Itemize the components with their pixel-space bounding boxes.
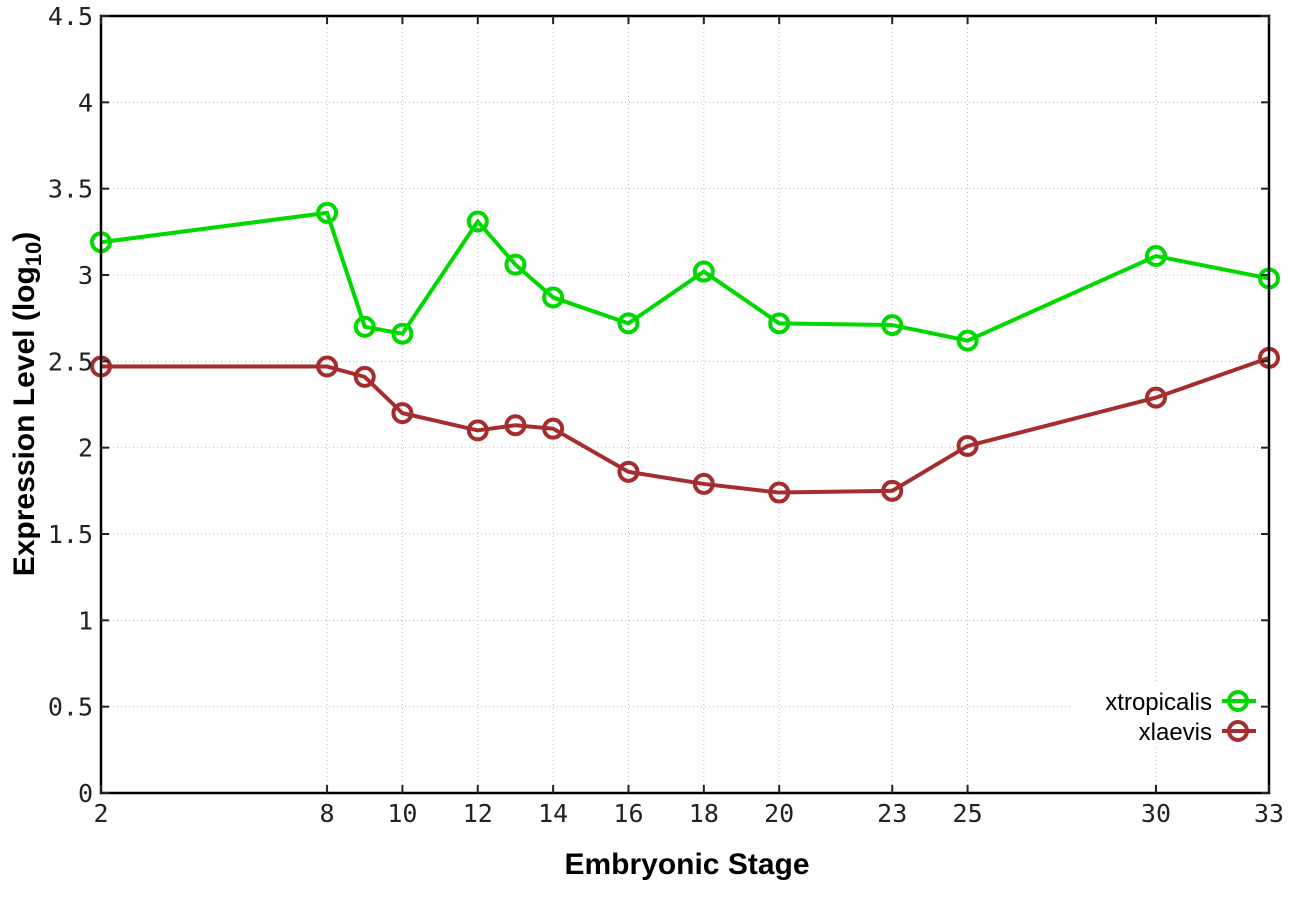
data-point-xlaevis-stage-25: [956, 434, 979, 457]
data-point-xlaevis-stage-10: [391, 402, 414, 425]
legend-marker-xtropicalis: [1227, 690, 1249, 712]
x-tick-label-16: 16: [613, 799, 643, 828]
x-tick-label-18: 18: [689, 799, 719, 828]
data-point-xlaevis-stage-12: [466, 419, 489, 442]
series-line-xlaevis: [101, 355, 1270, 495]
y-tick-labels: 0 0.5 1 1.5 2 2.5 3 3.5 4 4.5: [48, 2, 93, 808]
data-point-xtropicalis-stage-10: [391, 322, 414, 345]
legend-entry-xlaevis: xlaevis: [1139, 719, 1256, 746]
legend: xtropicalis xlaevis: [1072, 684, 1264, 748]
x-tick-label-8: 8: [320, 799, 335, 828]
y-axis-title-main: Expression Level (log: [8, 266, 41, 576]
data-point-xtropicalis-stage-13: [504, 253, 527, 276]
y-tick-label-3.5: 3.5: [48, 175, 93, 204]
y-tick-label-2: 2: [78, 434, 93, 463]
data-point-xtropicalis-stage-8: [316, 201, 339, 224]
data-point-xlaevis-stage-30: [1144, 386, 1167, 409]
legend-entry-xtropicalis: xtropicalis: [1105, 689, 1256, 716]
grid: [100, 15, 1270, 794]
data-point-xlaevis-stage-8: [316, 355, 339, 378]
y-tick-label-2.5: 2.5: [48, 347, 93, 376]
data-point-xtropicalis-stage-20: [768, 312, 791, 335]
x-tick-label-2: 2: [93, 799, 108, 828]
x-tick-label-30: 30: [1141, 799, 1171, 828]
data-point-xlaevis-stage-18: [692, 472, 715, 495]
data-point-xtropicalis-stage-25: [956, 329, 979, 352]
legend-label-xlaevis: xlaevis: [1139, 719, 1212, 746]
data-point-xtropicalis-stage-9: [353, 315, 376, 338]
y-tick-label-4.5: 4.5: [48, 2, 93, 31]
x-tick-label-10: 10: [387, 799, 417, 828]
data-point-xtropicalis-stage-16: [617, 312, 640, 335]
data-point-xlaevis-stage-14: [542, 417, 565, 440]
y-tick-label-0: 0: [78, 779, 93, 808]
series-group: [90, 201, 1280, 504]
data-point-xlaevis-stage-20: [768, 481, 791, 504]
series-line-xtropicalis: [100, 210, 1270, 343]
data-point-xtropicalis-stage-14: [542, 286, 565, 309]
y-tick-label-0.5: 0.5: [48, 693, 93, 722]
data-point-xlaevis-stage-13: [504, 414, 527, 437]
data-point-xtropicalis-stage-23: [881, 314, 904, 337]
plot-border: [99, 14, 1271, 795]
y-axis-title-close: ): [8, 232, 41, 242]
x-tick-label-33: 33: [1254, 799, 1284, 828]
legend-marker-xlaevis: [1227, 720, 1249, 742]
y-tick-label-4: 4: [78, 88, 93, 117]
legend-label-xtropicalis: xtropicalis: [1105, 689, 1212, 716]
y-tick-label-1: 1: [78, 606, 93, 635]
x-tick-label-25: 25: [953, 799, 983, 828]
x-tick-label-23: 23: [877, 799, 907, 828]
data-point-xtropicalis-stage-30: [1144, 245, 1167, 268]
y-axis-title: Expression Level (log10): [8, 232, 46, 577]
x-tick-label-12: 12: [463, 799, 493, 828]
y-tick-label-3: 3: [78, 261, 93, 290]
data-point-xtropicalis-stage-18: [692, 260, 715, 283]
x-tick-labels: 2 8 10 12 14 16 18 20 23 25 30 33: [93, 799, 1284, 828]
data-point-xlaevis-stage-23: [881, 479, 904, 502]
x-tick-label-14: 14: [538, 799, 568, 828]
data-point-xlaevis-stage-16: [617, 460, 640, 483]
data-point-xtropicalis-stage-12: [466, 210, 489, 233]
axis-ticks: [100, 15, 1270, 794]
x-axis-title: Embryonic Stage: [564, 848, 809, 881]
data-point-xlaevis-stage-9: [353, 365, 376, 388]
y-axis-title-subscript: 10: [21, 242, 46, 266]
x-tick-label-20: 20: [764, 799, 794, 828]
y-tick-label-1.5: 1.5: [48, 520, 93, 549]
